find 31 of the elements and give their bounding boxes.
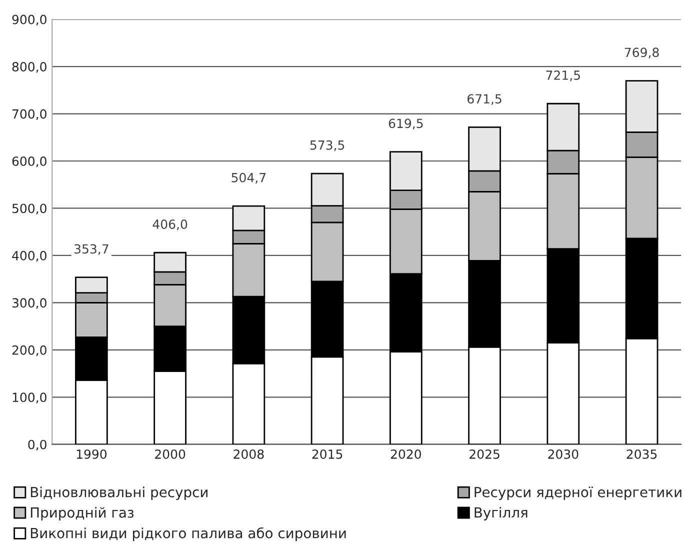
total-label: 769,8	[624, 48, 659, 58]
legend-label: Вугілля	[474, 507, 528, 520]
legend-label: Природній газ	[30, 507, 134, 520]
y-tick-label: 900,0	[12, 14, 46, 26]
y-tick-label: 400,0	[12, 250, 46, 262]
total-label: 353,7	[74, 244, 108, 255]
y-tick-label: 300,0	[12, 298, 46, 309]
legend-label: Ресурси ядерної енергетики	[474, 486, 682, 500]
total-label: 406,0	[152, 219, 188, 230]
x-tick-label: 2000	[155, 449, 186, 459]
x-tick-label: 2015	[312, 449, 342, 459]
x-tick-label: 1990	[76, 449, 107, 459]
total-label: 504,7	[232, 172, 266, 184]
y-tick-label: 800,0	[12, 62, 46, 73]
y-tick-label: 700,0	[12, 109, 46, 120]
y-tick-label: 500,0	[12, 204, 46, 214]
legend-label: Викопні види рідкого палива або сировини	[30, 527, 346, 542]
total-label: 671,5	[468, 94, 502, 105]
y-tick-label: 0,0	[28, 440, 46, 451]
y-tick-label: 600,0	[12, 156, 46, 168]
x-tick-label: 2035	[626, 449, 657, 459]
total-label: 619,5	[388, 118, 423, 130]
y-tick-label: 200,0	[12, 345, 46, 356]
x-tick-label: 2020	[390, 449, 421, 459]
x-tick-label: 2025	[470, 449, 500, 459]
y-tick-label: 100,0	[12, 392, 46, 404]
x-tick-label: 2030	[548, 449, 578, 459]
total-label: 721,5	[546, 70, 580, 82]
legend-label: Відновлювальні ресурси	[30, 486, 208, 500]
x-tick-label: 2008	[234, 449, 264, 459]
total-label: 573,5	[310, 140, 344, 152]
